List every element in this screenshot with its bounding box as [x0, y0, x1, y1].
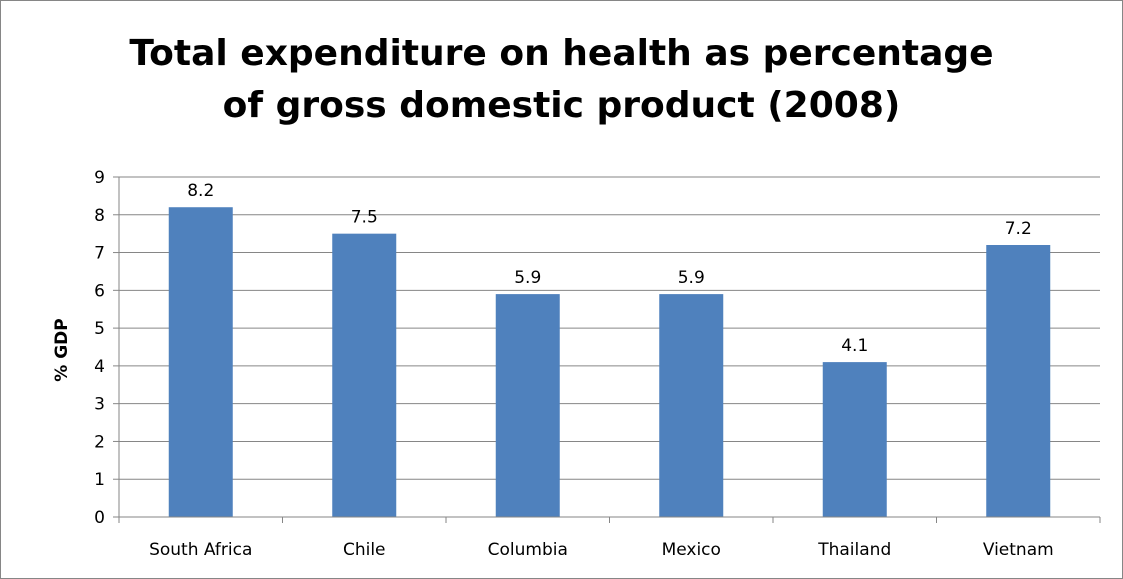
y-tick-label: 9 — [94, 168, 105, 188]
x-tick-label: Mexico — [662, 540, 721, 560]
y-tick-label: 1 — [94, 470, 105, 490]
y-tick-label: 2 — [94, 432, 105, 452]
bar — [168, 207, 233, 517]
data-label: 8.2 — [187, 181, 214, 201]
labels: 0 1 2 3 4 5 6 7 8 9 8.2 South Africa 7.5 Chile 5.9 Colu… — [94, 168, 1054, 560]
bars — [168, 207, 1051, 517]
y-tick-label: 8 — [94, 206, 105, 226]
y-tick-label: 7 — [94, 244, 105, 264]
y-tick-label: 5 — [94, 319, 105, 339]
bar — [495, 294, 560, 517]
chart-title: Total expenditure on health as percentag… — [0, 28, 1123, 132]
x-tick-label: South Africa — [149, 540, 252, 560]
chart-title-line-2: of gross domestic product (2008) — [222, 85, 901, 126]
x-tick-label: Columbia — [488, 540, 568, 560]
chart-title-line-1: Total expenditure on health as percentag… — [129, 33, 994, 74]
x-tick-label: Chile — [343, 540, 386, 560]
data-label: 5.9 — [678, 268, 705, 288]
x-tick-label: Thailand — [817, 540, 891, 560]
bar — [659, 294, 724, 517]
axes — [113, 176, 1101, 523]
gridlines — [119, 176, 1100, 480]
bar — [822, 362, 887, 517]
bar — [986, 245, 1051, 517]
x-tick-label: Vietnam — [983, 540, 1054, 560]
data-label: 4.1 — [841, 336, 868, 356]
data-label: 7.2 — [1005, 219, 1032, 239]
data-label: 5.9 — [514, 268, 541, 288]
y-axis-label: % GDP — [52, 318, 72, 381]
y-tick-label: 0 — [94, 508, 105, 528]
bar — [332, 233, 397, 517]
y-tick-label: 3 — [94, 395, 105, 415]
y-tick-label: 4 — [94, 357, 105, 377]
data-label: 7.5 — [351, 208, 378, 228]
y-tick-label: 6 — [94, 281, 105, 301]
